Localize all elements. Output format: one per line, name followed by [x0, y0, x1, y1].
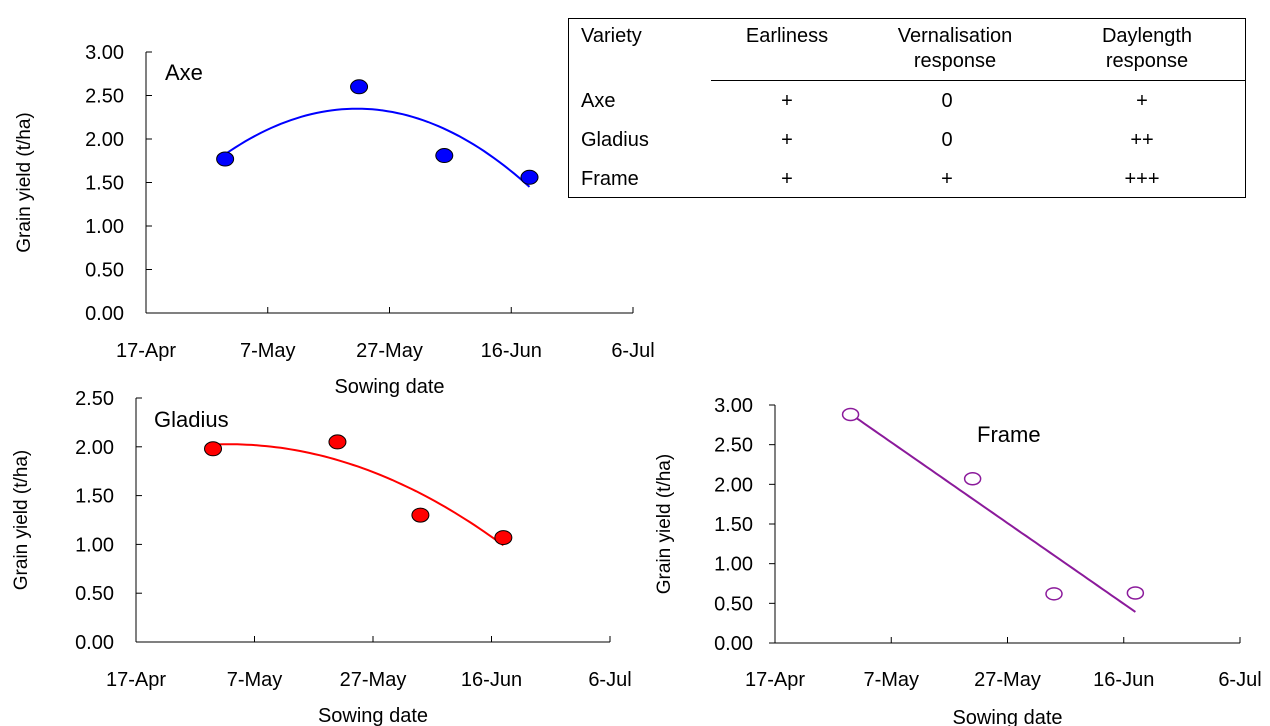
y-tick-label: 2.50: [75, 388, 114, 410]
y-tick-label: 2.00: [75, 437, 114, 459]
chart-gladius: 0.00 0.50 1.00 1.50 2.00 2.50 17-Apr 7-May 27-Ma…: [11, 388, 632, 726]
x-tick-label: 7-May: [240, 340, 296, 362]
y-tick-label: 1.00: [85, 216, 124, 238]
data-point: [204, 441, 223, 457]
x-tick-label: 6-Jul: [1218, 669, 1261, 691]
data-point: [328, 434, 347, 450]
table-cell-earliness: +: [781, 129, 793, 151]
y-tick-label: 2.50: [714, 435, 753, 457]
y-tick-label: 3.00: [85, 42, 124, 64]
trendline: [212, 443, 504, 547]
y-tick-label: 0.00: [714, 633, 753, 655]
table-cell-vernalisation: 0: [941, 90, 953, 112]
table-header-daylength-2: response: [1105, 50, 1189, 72]
table-cell-daylength: ++: [1130, 129, 1154, 151]
x-tick-label: 27-May: [340, 669, 407, 691]
data-point: [1045, 587, 1063, 601]
y-tick-label: 3.00: [714, 395, 753, 417]
x-tick-label: 16-Jun: [461, 669, 522, 691]
table-header-vernalisation-2: response: [913, 50, 997, 72]
table-header-daylength-1: Daylength: [1101, 25, 1193, 47]
x-tick-label: 6-Jul: [611, 340, 654, 362]
y-tick-label: 2.00: [85, 129, 124, 151]
table-cell-variety: Frame: [581, 168, 639, 190]
x-tick-label: 7-May: [227, 669, 283, 691]
x-tick-label: 27-May: [974, 669, 1041, 691]
variety-label: Gladius: [154, 407, 229, 432]
table-cell-daylength: +++: [1124, 168, 1160, 190]
trendline: [224, 107, 531, 188]
chart-frame: 0.00 0.50 1.00 1.50 2.00 2.50 3.00 17-Apr 7-May 2…: [654, 395, 1262, 726]
y-tick-label: 1.50: [714, 514, 753, 536]
trendline: [850, 413, 1136, 613]
x-tick-label: 17-Apr: [106, 669, 166, 691]
data-point: [963, 472, 982, 486]
table-cell-daylength: +: [1136, 90, 1148, 112]
y-axis-title: Grain yield (t/ha): [14, 112, 35, 252]
variety-label: Frame: [977, 422, 1041, 447]
table-cell-earliness: +: [781, 168, 793, 190]
y-tick-label: 0.50: [75, 583, 114, 605]
y-tick-label: 1.00: [75, 534, 114, 556]
y-axis-title: Grain yield (t/ha): [654, 454, 675, 594]
table-header-rule: [711, 80, 1245, 81]
table-cell-vernalisation: +: [941, 168, 953, 190]
y-tick-label: 1.50: [75, 486, 114, 508]
x-tick-label: 17-Apr: [116, 340, 176, 362]
table-cell-vernalisation: 0: [941, 129, 953, 151]
y-axis-title: Grain yield (t/ha): [11, 450, 32, 590]
y-tick-label: 2.50: [85, 86, 124, 108]
x-axis-title: Sowing date: [952, 707, 1062, 726]
y-tick-label: 2.00: [714, 474, 753, 496]
table-header-vernalisation-1: Vernalisation: [897, 25, 1013, 47]
x-tick-label: 17-Apr: [745, 669, 805, 691]
x-tick-label: 16-Jun: [1093, 669, 1154, 691]
y-tick-label: 1.00: [714, 554, 753, 576]
variety-traits-table: Variety Earliness Vernalisation response…: [568, 18, 1246, 198]
x-axis-title: Sowing date: [334, 376, 444, 398]
y-tick-label: 0.00: [75, 632, 114, 654]
x-tick-label: 16-Jun: [481, 340, 542, 362]
data-point: [841, 407, 860, 422]
table-cell-variety: Axe: [581, 90, 616, 112]
x-axis-title: Sowing date: [318, 705, 428, 726]
data-point: [435, 148, 454, 164]
table-header-earliness: Earliness: [745, 25, 829, 47]
y-tick-label: 1.50: [85, 173, 124, 195]
data-point: [1126, 586, 1145, 600]
data-point: [411, 507, 430, 523]
x-tick-label: 7-May: [863, 669, 919, 691]
data-point: [520, 169, 539, 185]
x-tick-label: 27-May: [356, 340, 423, 362]
y-tick-label: 0.00: [85, 303, 124, 325]
y-tick-label: 0.50: [85, 260, 124, 282]
table-cell-earliness: +: [781, 90, 793, 112]
y-tick-label: 0.50: [714, 593, 753, 615]
table-cell-variety: Gladius: [581, 129, 649, 151]
x-tick-label: 6-Jul: [588, 669, 631, 691]
data-point: [494, 530, 513, 546]
data-point: [216, 151, 235, 167]
data-point: [350, 79, 369, 95]
variety-label: Axe: [165, 60, 203, 85]
table-header-variety: Variety: [581, 25, 642, 47]
chart-axe: 0.00 0.50 1.00 1.50 2.00 2.50 3.00 17-Apr 7-May 2…: [14, 42, 655, 398]
